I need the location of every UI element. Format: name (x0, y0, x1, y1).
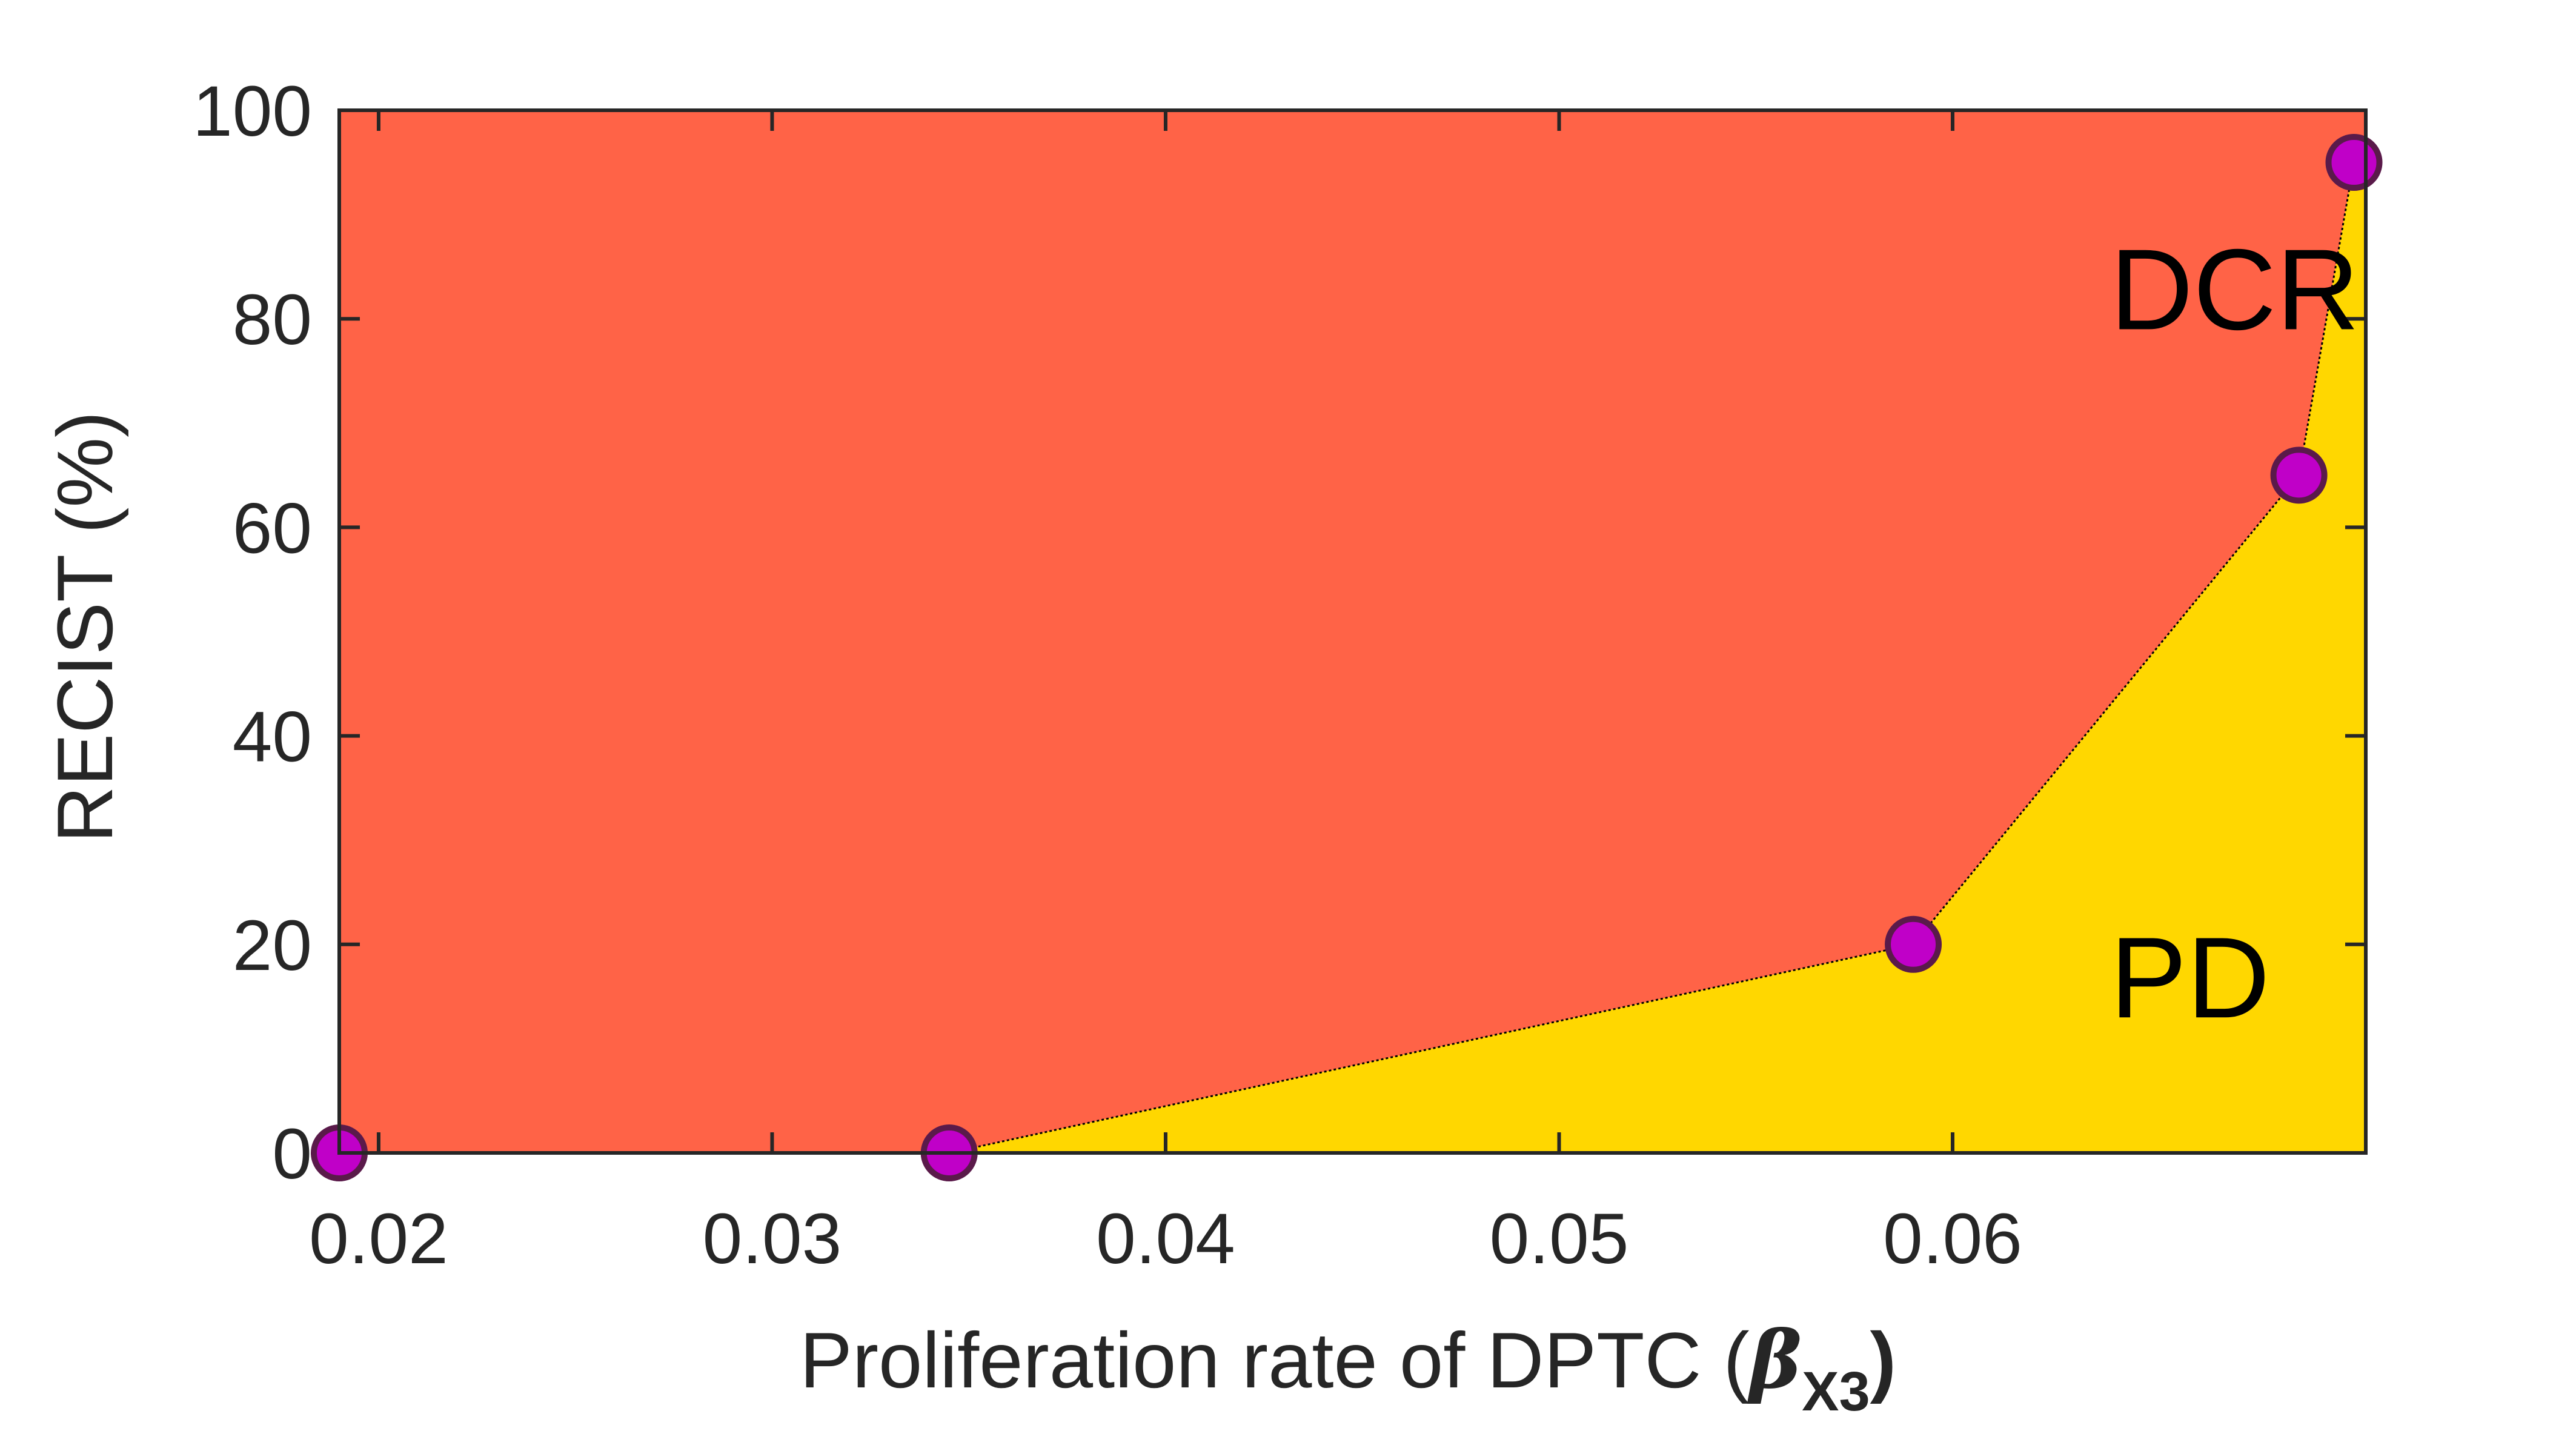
dcr-region (339, 110, 2366, 1153)
dcr-label: DCR (2110, 225, 2360, 354)
boundary-marker-4 (2325, 134, 2383, 191)
pd-region (339, 162, 2366, 1153)
x-axis-title-text: Proliferation rate of DPTC ( (800, 1316, 1750, 1404)
y-axis-title: RECIST (%) (41, 411, 129, 843)
x-axis-title-close: ) (1870, 1316, 1896, 1404)
x-tick-labels: 0.02 0.03 0.04 0.05 0.06 (309, 1199, 2022, 1279)
y-tick-label-5: 100 (193, 71, 312, 151)
x-tick-label-0: 0.02 (309, 1199, 448, 1279)
axis-ticks (339, 108, 2366, 1155)
pd-label: PD (2110, 914, 2270, 1042)
x-axis-title: Proliferation rate of DPTC (βX3) (800, 1313, 1896, 1423)
x-tick-label-2: 0.04 (1096, 1199, 1235, 1279)
y-tick-label-1: 20 (233, 906, 312, 986)
x-axis-title-symbol: β (1747, 1313, 1802, 1406)
y-tick-label-3: 60 (233, 488, 312, 568)
y-tick-label-2: 40 (233, 697, 312, 777)
x-tick-label-1: 0.03 (703, 1199, 842, 1279)
x-tick-label-3: 0.05 (1490, 1199, 1629, 1279)
boundary-marker-2 (1885, 915, 1942, 973)
y-tick-label-4: 80 (233, 280, 312, 360)
axes-frame (337, 108, 2368, 1155)
x-axis-title-subscript: X3 (1802, 1361, 1870, 1423)
boundary-marker-3 (2270, 447, 2328, 504)
y-tick-labels: 0 20 40 60 80 100 (193, 71, 312, 1194)
y-tick-label-0: 0 (272, 1114, 312, 1194)
plot-area (311, 108, 2383, 1181)
x-tick-label-4: 0.06 (1883, 1199, 2022, 1279)
